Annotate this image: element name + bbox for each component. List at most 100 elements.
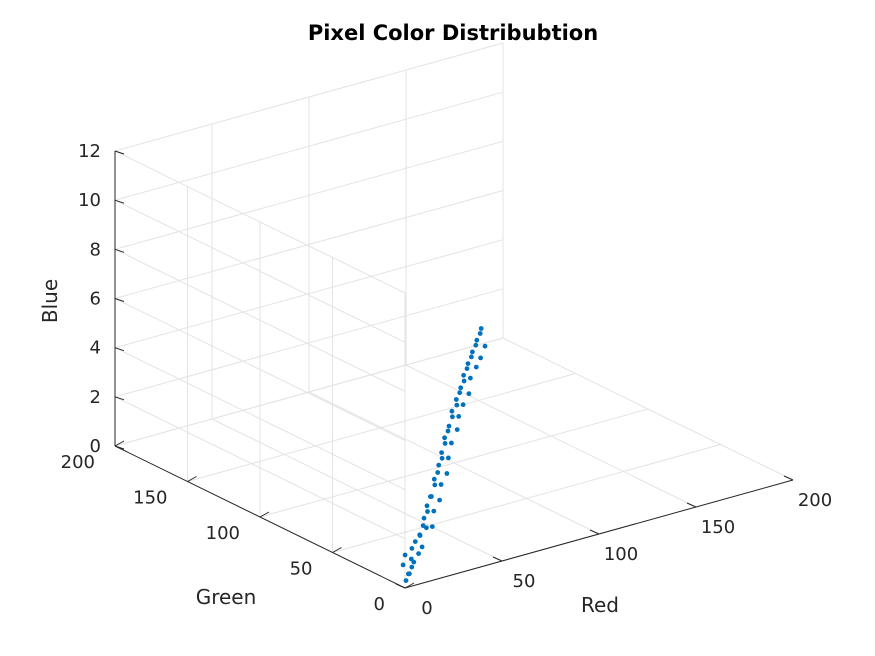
data-point xyxy=(429,494,434,499)
data-point xyxy=(403,578,409,583)
x-tick-mark xyxy=(395,583,406,589)
data-point xyxy=(460,402,466,408)
data-point xyxy=(407,571,412,577)
data-point xyxy=(439,450,444,455)
data-point xyxy=(421,515,427,521)
y-tick-mark xyxy=(259,511,270,518)
data-point xyxy=(473,342,479,348)
y-tick-mark xyxy=(404,582,415,589)
data-point xyxy=(411,559,417,565)
chart-title: Pixel Color Distribubtion xyxy=(308,21,598,45)
data-point xyxy=(446,455,451,461)
data-point xyxy=(409,564,415,570)
z-tick-label: 4 xyxy=(90,338,101,359)
grid-line xyxy=(114,42,504,152)
grid-line xyxy=(114,190,504,299)
data-point xyxy=(431,508,437,514)
grid-line xyxy=(114,396,406,540)
grid-line xyxy=(114,199,406,343)
data-point xyxy=(461,372,466,378)
data-point xyxy=(402,552,408,558)
data-point xyxy=(436,462,442,468)
grid-line xyxy=(114,150,406,294)
data-point xyxy=(417,532,423,538)
x-tick-mark xyxy=(686,502,697,508)
axes xyxy=(114,150,794,589)
z-tick-label: 10 xyxy=(78,190,101,211)
z-axis-label: Blue xyxy=(38,279,62,323)
data-point xyxy=(474,337,480,343)
data-point xyxy=(438,482,444,487)
z-tick-label: 8 xyxy=(90,239,101,260)
z-tick-label: 0 xyxy=(90,436,101,457)
grid-line xyxy=(332,444,721,553)
y-tick-label: 50 xyxy=(290,559,313,580)
data-point xyxy=(449,440,454,446)
data-point xyxy=(464,366,470,371)
data-point xyxy=(453,397,459,402)
x-axis-label: Red xyxy=(581,593,619,617)
x-tick-label: 50 xyxy=(513,571,536,592)
data-point xyxy=(446,423,452,429)
data-point xyxy=(435,470,441,475)
data-point xyxy=(400,562,406,568)
x-tick-label: 100 xyxy=(604,544,638,565)
grid-line xyxy=(259,408,649,518)
grid-line xyxy=(114,298,406,441)
z-tick-mark xyxy=(114,347,125,352)
data-point xyxy=(437,497,442,503)
data-point xyxy=(454,402,460,408)
z-tick-label: 6 xyxy=(90,289,101,310)
x-tick-mark xyxy=(783,475,794,481)
data-point xyxy=(469,354,474,360)
z-tick-mark xyxy=(114,445,125,450)
z-tick-mark xyxy=(114,199,125,204)
x-tick-label: 200 xyxy=(798,490,832,511)
data-point xyxy=(409,546,415,551)
y-tick-label: 200 xyxy=(61,452,95,473)
y-tick-label: 100 xyxy=(206,523,240,544)
grid-line xyxy=(187,373,576,482)
y-tick-mark xyxy=(187,476,197,482)
x-tick-mark xyxy=(589,529,600,535)
x-tick-label: 0 xyxy=(421,598,432,619)
data-points xyxy=(400,326,488,583)
data-point xyxy=(458,385,464,391)
grid-lines xyxy=(114,42,794,589)
data-point xyxy=(478,326,484,331)
data-point xyxy=(478,355,483,361)
data-point xyxy=(470,349,475,355)
data-point xyxy=(450,414,455,420)
data-point xyxy=(429,524,435,529)
data-point xyxy=(432,482,438,488)
z-tick-mark xyxy=(114,396,125,401)
y-tick-mark xyxy=(114,440,125,447)
y-axis-label: Green xyxy=(196,585,257,609)
data-point xyxy=(420,523,426,528)
z-tick-label: 2 xyxy=(90,387,101,408)
data-point xyxy=(457,390,463,396)
x-tick-mark xyxy=(492,556,503,562)
data-point xyxy=(444,471,450,476)
y-tick-mark xyxy=(332,547,342,553)
data-point xyxy=(449,408,455,414)
data-point xyxy=(439,455,445,461)
data-point xyxy=(442,435,447,441)
grid-line xyxy=(114,248,406,392)
grid-line xyxy=(114,239,504,349)
data-point xyxy=(431,476,437,482)
data-point xyxy=(425,509,430,514)
grid-line xyxy=(114,91,504,201)
data-point xyxy=(466,391,472,397)
data-point xyxy=(412,539,418,544)
z-tick-mark xyxy=(114,298,125,302)
grid-line xyxy=(114,140,504,250)
data-point xyxy=(416,551,421,556)
data-point xyxy=(477,331,483,336)
y-tick-label: 0 xyxy=(374,594,385,615)
grid-line xyxy=(114,337,504,447)
data-point xyxy=(456,414,462,419)
data-point xyxy=(468,375,473,381)
data-point xyxy=(424,503,430,509)
